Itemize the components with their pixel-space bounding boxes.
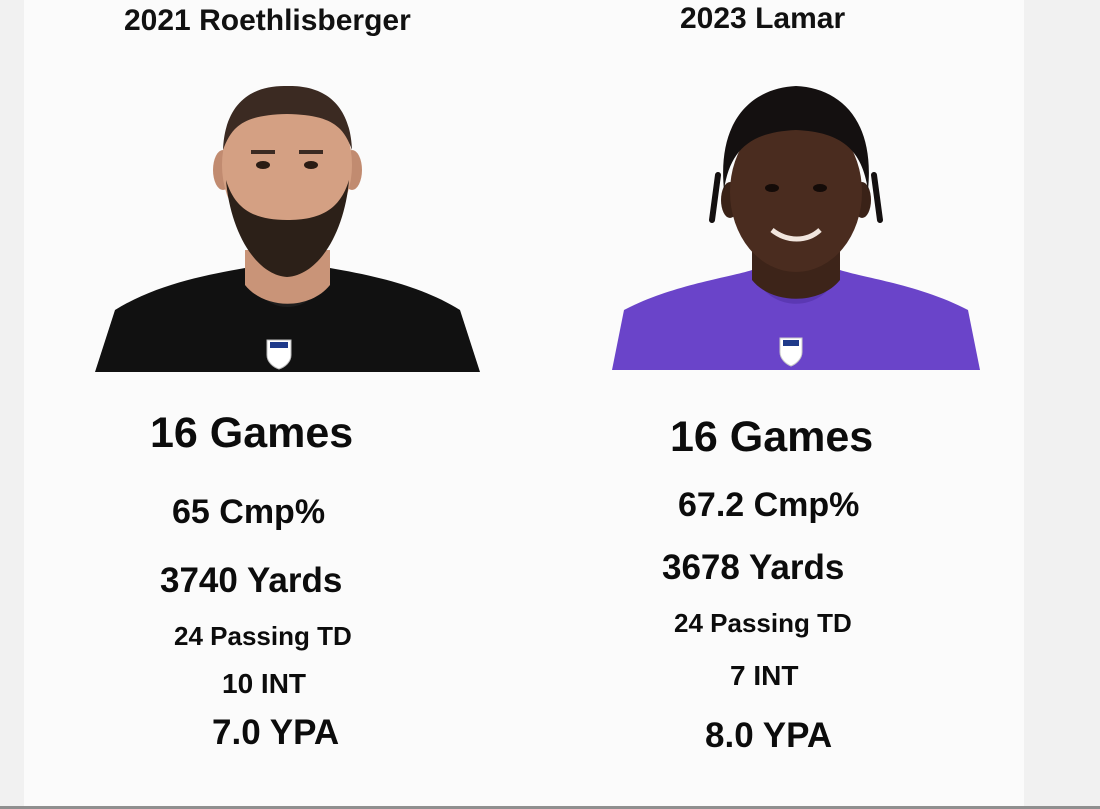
right-passing-td-stat: 24 Passing TD (674, 608, 852, 638)
left-int-stat: 10 INT (222, 668, 307, 699)
left-player-heading: 2021 Roethlisberger (124, 4, 411, 37)
bottom-divider (0, 806, 1100, 809)
left-player-photo (95, 80, 480, 372)
right-games-stat: 16 Games (670, 413, 874, 461)
right-player-photo (612, 80, 980, 370)
left-ypa-stat: 7.0 YPA (212, 713, 340, 752)
right-int-stat: 7 INT (730, 660, 799, 691)
right-cmp-stat: 67.2 Cmp% (678, 486, 860, 524)
right-yards-stat: 3678 Yards (662, 548, 845, 587)
left-yards-stat: 3740 Yards (160, 561, 343, 600)
right-player-heading: 2023 Lamar (680, 2, 846, 35)
left-cmp-stat: 65 Cmp% (172, 493, 326, 531)
right-ypa-stat: 8.0 YPA (705, 716, 833, 755)
left-passing-td-stat: 24 Passing TD (174, 621, 352, 651)
left-games-stat: 16 Games (150, 409, 354, 457)
